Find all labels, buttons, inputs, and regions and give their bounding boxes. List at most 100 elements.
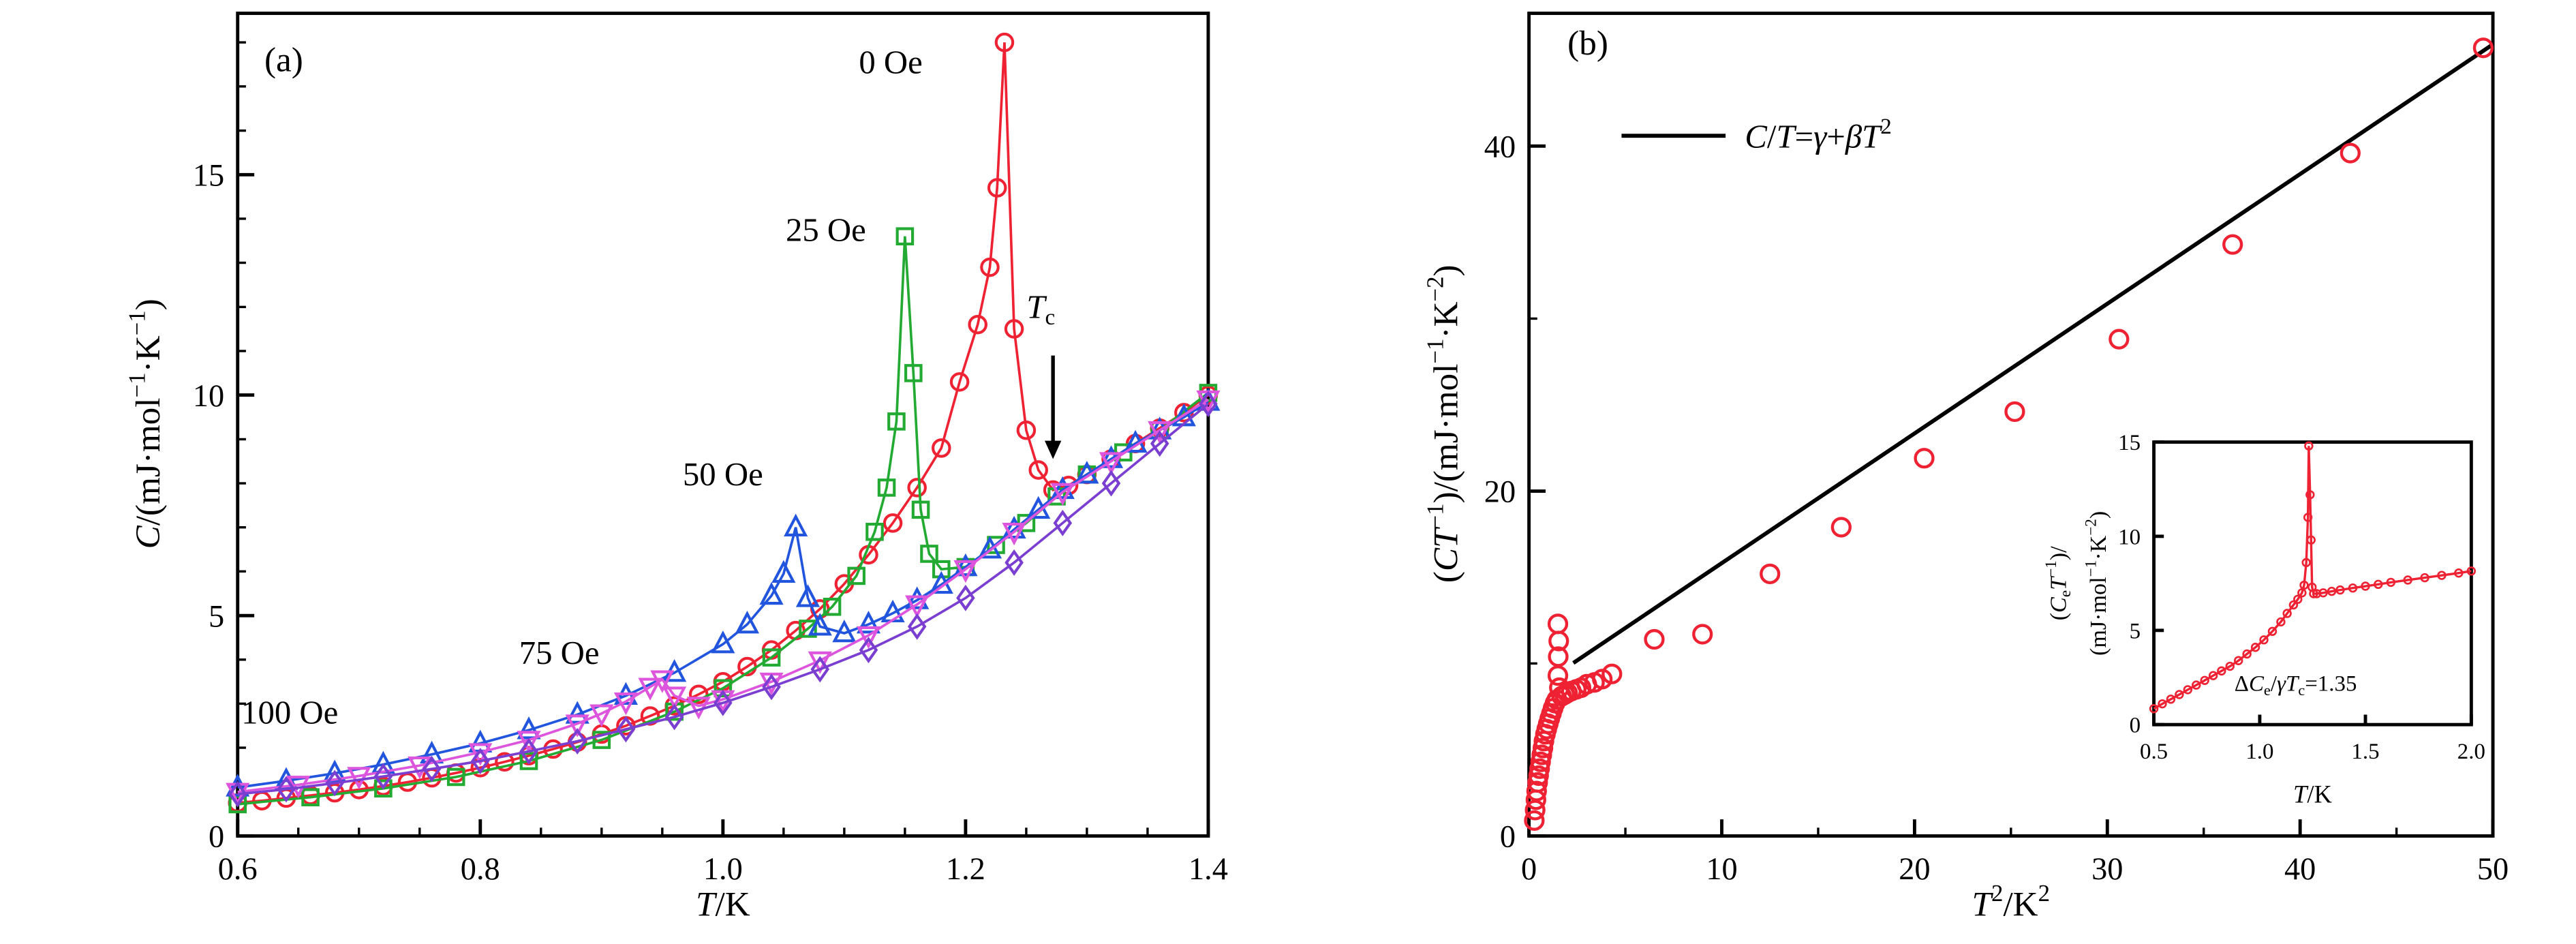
data-point-circle bbox=[949, 372, 970, 392]
data-point-circle bbox=[2208, 671, 2218, 680]
data-point-square bbox=[904, 364, 923, 382]
data-point-triangle-down bbox=[347, 767, 371, 790]
data-point-circle bbox=[2303, 513, 2313, 522]
data-point-diamond bbox=[228, 780, 247, 808]
series-label-75-oe: 75 Oe bbox=[519, 635, 600, 671]
data-point-triangle-down bbox=[1050, 483, 1075, 506]
data-point-circle bbox=[980, 257, 1000, 277]
data-point-square bbox=[865, 522, 884, 541]
data-point-triangle-down bbox=[856, 626, 881, 650]
data-point-triangle-up bbox=[784, 513, 808, 536]
data-point-circle bbox=[2304, 441, 2314, 451]
panel-b-ytick-label: 20 bbox=[1484, 475, 1516, 510]
data-point-triangle-up bbox=[226, 774, 250, 797]
data-point-triangle-down bbox=[808, 651, 832, 675]
data-point-circle bbox=[2340, 142, 2361, 164]
data-point-triangle-down bbox=[650, 670, 675, 693]
data-point-circle bbox=[1527, 772, 1548, 793]
data-point-circle bbox=[2374, 579, 2383, 590]
data-point-circle bbox=[1601, 663, 1623, 684]
data-point-diamond bbox=[1053, 509, 1073, 536]
data-point-circle bbox=[2282, 609, 2292, 618]
data-point-diamond bbox=[810, 656, 830, 683]
inset-series-line bbox=[2153, 446, 2472, 710]
data-point-circle bbox=[2004, 401, 2025, 423]
panel-b-xtick-label: 0 bbox=[1521, 852, 1537, 887]
data-point-diamond bbox=[568, 728, 587, 755]
data-point-triangle-down bbox=[638, 677, 662, 701]
panel-a-ytick-label: 5 bbox=[209, 599, 224, 634]
data-point-triangle-up bbox=[711, 630, 735, 654]
data-point-circle bbox=[2437, 570, 2447, 580]
data-point-diamond bbox=[859, 637, 878, 664]
data-point-circle bbox=[2166, 695, 2176, 704]
data-point-circle bbox=[2309, 589, 2318, 598]
panel-a-letter: (a) bbox=[264, 40, 303, 79]
legend-fit-equation: C/T=γ+βT2 bbox=[1745, 114, 1891, 155]
panel-a: 0.6 0.8 1.0 1.2 1.4 0 5 10 15 0 Oe 25 Oe 50 Oe 75 Oe… bbox=[124, 12, 1228, 924]
panel-a-xlabel: T/K bbox=[696, 885, 750, 924]
data-point-diamond bbox=[1150, 430, 1169, 457]
panel-a-ytick-label: 10 bbox=[193, 379, 224, 414]
data-point-diamond bbox=[519, 737, 538, 765]
data-point-circle bbox=[2301, 558, 2311, 568]
tc-label: Tc bbox=[1026, 288, 1055, 330]
data-point-circle bbox=[2293, 594, 2303, 604]
data-point-triangle-up bbox=[735, 611, 760, 634]
inset-xtick-label: 1.0 bbox=[2245, 740, 2273, 764]
tc-arrow-head bbox=[1044, 440, 1062, 459]
data-point-diamond bbox=[1199, 391, 1218, 417]
series-label-0-oe: 0 Oe bbox=[859, 44, 922, 81]
data-point-triangle-down bbox=[1002, 522, 1026, 546]
panel-b-xtick-label: 20 bbox=[1899, 852, 1930, 887]
inset-xlabel: T/K bbox=[2293, 780, 2333, 808]
data-point-triangle-up bbox=[905, 586, 930, 609]
panel-b-ytick-label: 0 bbox=[1500, 820, 1516, 855]
data-point-square bbox=[911, 500, 930, 519]
data-point-diamond bbox=[907, 613, 927, 640]
panel-a-ylabel: C/(mJ·mol−1·K−1) bbox=[124, 299, 168, 549]
data-point-circle bbox=[2318, 588, 2328, 598]
data-point-circle bbox=[2306, 535, 2316, 545]
data-point-circle bbox=[1914, 448, 1935, 469]
data-point-triangle-down bbox=[565, 714, 589, 737]
data-point-triangle-up bbox=[517, 716, 541, 740]
series-label-50-oe: 50 Oe bbox=[683, 456, 763, 493]
data-point-circle bbox=[932, 438, 951, 458]
data-point-square bbox=[592, 731, 611, 749]
inset-xtick-label: 0.5 bbox=[2140, 740, 2168, 764]
panel-a-xtick-label: 0.8 bbox=[461, 852, 500, 887]
data-point-circle bbox=[2109, 329, 2130, 350]
series-line bbox=[237, 403, 1210, 795]
data-point-square bbox=[301, 788, 320, 806]
data-point-square bbox=[887, 412, 906, 431]
data-point-circle bbox=[1548, 646, 1569, 667]
data-point-triangle-down bbox=[905, 595, 930, 618]
data-point-circle bbox=[968, 314, 987, 335]
data-point-circle bbox=[2305, 490, 2315, 500]
inset-ytick-label: 0 bbox=[2130, 714, 2141, 738]
data-point-circle bbox=[2259, 635, 2269, 645]
data-point-square bbox=[920, 545, 938, 563]
data-point-triangle-down bbox=[1148, 421, 1172, 444]
panel-b-xtick-label: 30 bbox=[2091, 852, 2123, 887]
inset-ylabel-line1: (CeT−1)/ bbox=[2042, 546, 2074, 620]
data-point-triangle-up bbox=[322, 759, 347, 782]
data-point-square bbox=[877, 478, 896, 497]
data-point-circle bbox=[2299, 580, 2309, 590]
inset-annotation: ΔCe/γTc=1.35 bbox=[2235, 671, 2357, 699]
data-point-diamond bbox=[373, 763, 393, 790]
data-point-diamond bbox=[422, 755, 442, 782]
data-point-circle bbox=[495, 752, 515, 772]
data-point-circle bbox=[883, 513, 903, 533]
data-point-triangle-up bbox=[808, 613, 832, 636]
data-point-circle bbox=[2335, 585, 2345, 595]
data-point-circle bbox=[2149, 704, 2159, 714]
data-point-triangle-up bbox=[832, 619, 857, 643]
panel-b-xtick-label: 50 bbox=[2477, 852, 2509, 887]
data-point-triangle-up bbox=[880, 599, 905, 623]
data-point-circle bbox=[2242, 649, 2252, 659]
data-point-circle bbox=[2217, 666, 2226, 676]
